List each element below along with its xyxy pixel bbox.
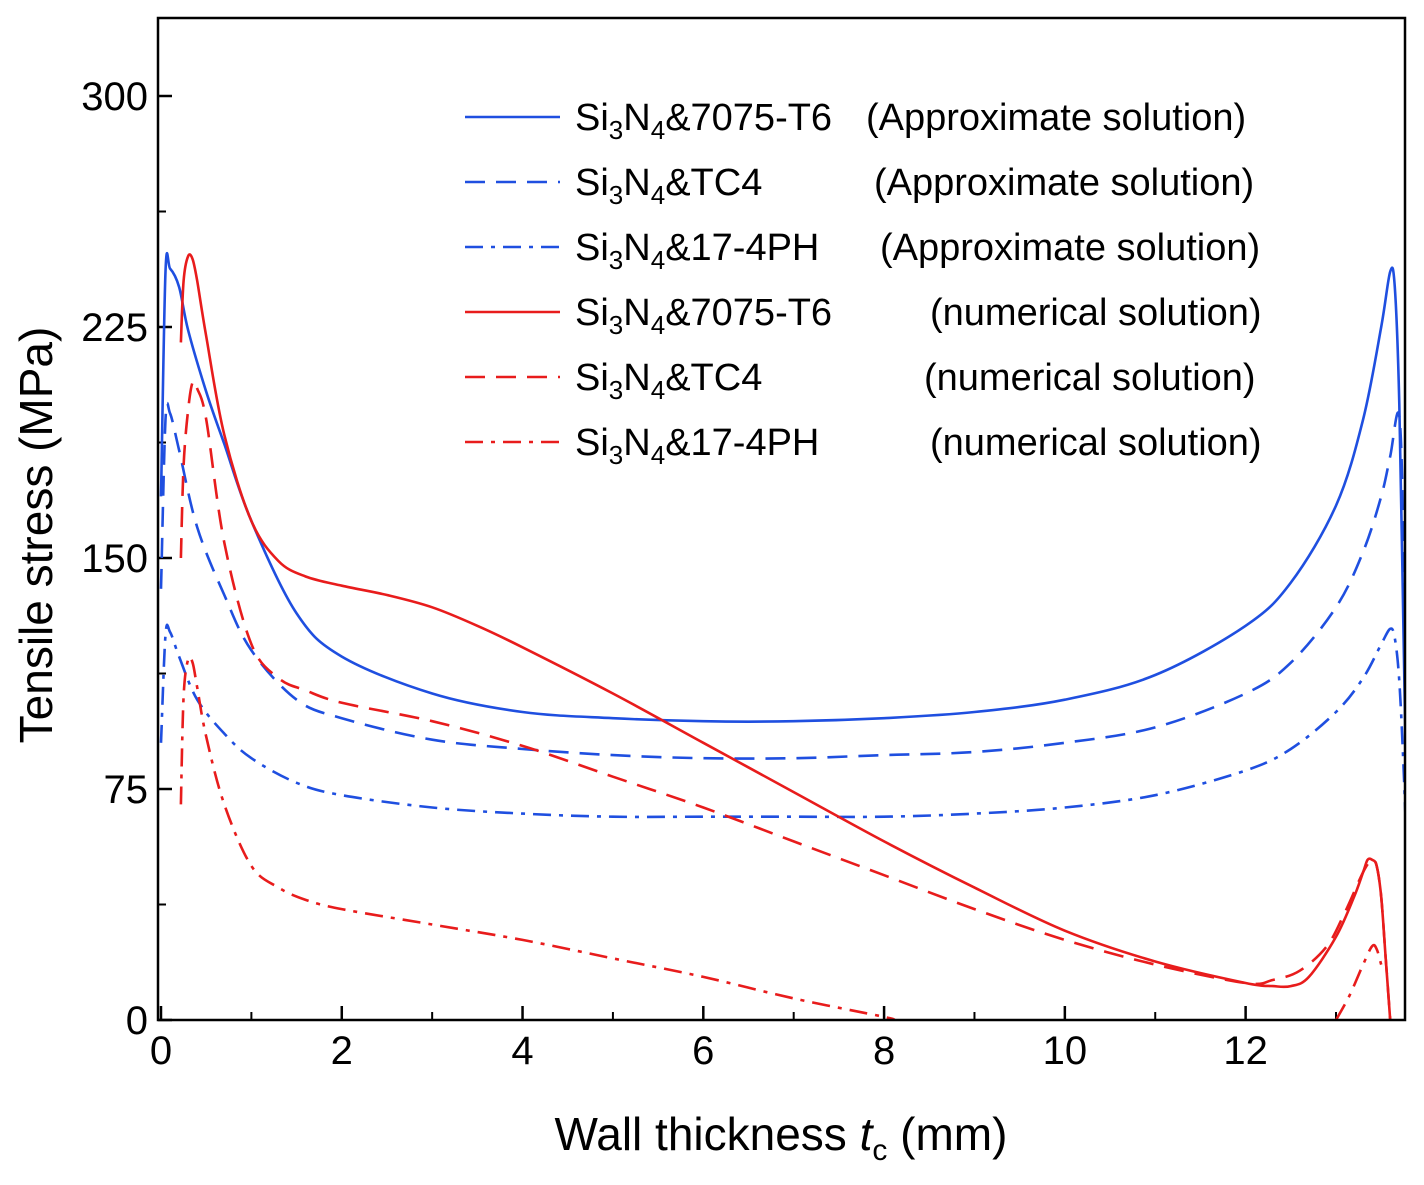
legend-solution-1: (Approximate solution)	[866, 97, 1246, 139]
y-tick-label: 225	[81, 306, 148, 350]
y-axis-title: Tensile stress (MPa)	[10, 327, 62, 744]
series-lines	[159, 252, 1405, 1020]
x-tick-label: 0	[150, 1029, 172, 1073]
series-line-1	[159, 252, 1405, 787]
legend-solution-5: (numerical solution)	[924, 357, 1256, 399]
series-line-6	[1334, 943, 1383, 1020]
tick-labels: 0 2 4 6 8 10 12 0 75 150 225 300	[81, 75, 1268, 1073]
legend: Si3N4&7075-T6 (Approximate solution) Si3N4…	[465, 97, 1262, 470]
legend-label-3: Si3N4&17-4PH	[575, 227, 819, 275]
series-line-3	[159, 623, 1405, 840]
x-tick-label: 8	[873, 1029, 895, 1073]
series-line-6	[179, 655, 896, 1020]
x-tick-label: 12	[1223, 1029, 1268, 1073]
y-tick-label: 150	[81, 537, 148, 581]
legend-solution-2: (Approximate solution)	[874, 162, 1254, 204]
x-tick-label: 2	[331, 1029, 353, 1073]
plot-frame	[156, 16, 1407, 1022]
x-axis-title: Wall thickness tc (mm)	[555, 1108, 1008, 1167]
legend-solution-3: (Approximate solution)	[880, 227, 1260, 269]
x-tick-label: 10	[1043, 1029, 1088, 1073]
y-tick-label: 75	[104, 768, 149, 812]
legend-solution-6: (numerical solution)	[930, 422, 1262, 464]
series-line-2	[159, 401, 1405, 760]
y-tick-label: 300	[81, 75, 148, 119]
legend-solution-4: (numerical solution)	[930, 292, 1262, 334]
legend-label-1: Si3N4&7075-T6	[575, 97, 832, 145]
legend-label-2: Si3N4&TC4	[575, 162, 762, 210]
legend-label-4: Si3N4&7075-T6	[575, 292, 832, 340]
legend-label-6: Si3N4&17-4PH	[575, 422, 819, 470]
x-tick-label: 4	[511, 1029, 533, 1073]
legend-label-5: Si3N4&TC4	[575, 357, 762, 405]
x-tick-label: 6	[692, 1029, 714, 1073]
series-line-5	[179, 379, 1392, 1020]
y-tick-label: 0	[126, 999, 148, 1043]
